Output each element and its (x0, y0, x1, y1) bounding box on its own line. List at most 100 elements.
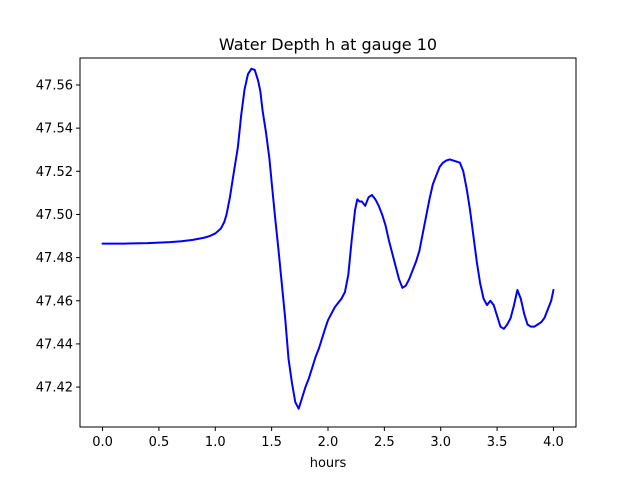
series-data-point (547, 308, 549, 311)
series-data-point (401, 287, 404, 289)
series-data-point (499, 325, 502, 328)
series-data-point (418, 250, 421, 252)
series-data-point (340, 297, 343, 300)
series-data-point (291, 381, 293, 384)
series-data-point (297, 407, 300, 410)
series-data-point (208, 235, 211, 237)
series-data-point (327, 319, 329, 321)
series-data-point (229, 196, 231, 198)
series-data-point (479, 282, 481, 285)
series-data-point (425, 215, 427, 218)
series-data-point (455, 160, 458, 163)
series-data-point (367, 196, 370, 198)
series-data-point (438, 166, 441, 168)
series-data-point (435, 174, 438, 177)
series-data-point (492, 304, 495, 306)
series-data-point (381, 213, 383, 216)
series-data-point (486, 304, 488, 306)
x-axis-label: hours (310, 456, 347, 471)
series-data-point (540, 321, 542, 324)
y-tick-label: 47.50 (36, 208, 73, 223)
series-data-point (232, 174, 235, 177)
series-data-point (482, 297, 485, 300)
series-data-point (465, 187, 468, 190)
series-data-point (280, 282, 283, 285)
series-data-point (371, 194, 373, 196)
series-data-point (513, 304, 515, 306)
series-data-point (384, 224, 387, 227)
series-data-point (411, 269, 414, 272)
series-data-point (203, 236, 205, 239)
series-data-point (452, 159, 454, 162)
series-data-point (347, 274, 350, 276)
series-data-point (358, 200, 361, 203)
series-data-point (533, 325, 536, 328)
y-tick-label: 47.44 (36, 337, 73, 352)
series-data-point (220, 227, 222, 230)
series-data-point (337, 302, 339, 304)
series-data-point (318, 347, 320, 350)
series-data-point (526, 323, 529, 326)
series-data-point (321, 336, 324, 339)
series-data-point (550, 299, 552, 302)
series-data-point (277, 248, 280, 250)
series-data-point (472, 235, 475, 237)
y-tick-label: 47.56 (36, 78, 73, 93)
series-data-point (354, 209, 356, 211)
series-data-point (180, 240, 183, 243)
series-data-point (523, 312, 525, 315)
series-data-point (101, 242, 104, 245)
series-data-point (350, 239, 353, 242)
series-data-point (270, 181, 273, 183)
series-data-point (530, 325, 532, 328)
series-data-point (391, 252, 394, 255)
series-data-point (243, 88, 246, 91)
series-data-point (311, 366, 314, 369)
series-data-point (308, 377, 310, 380)
y-tick-label: 47.48 (36, 251, 73, 266)
series-data-point (503, 328, 505, 330)
x-tick-label: 2.5 (374, 435, 395, 450)
y-tick-label: 47.46 (36, 294, 73, 309)
series-data-point (274, 215, 276, 218)
x-tick-label: 3.0 (430, 435, 451, 450)
series-data-point (294, 401, 297, 403)
y-axis: 47.42 47.44 47.46 47.48 47.50 47.52 47.54 47.56 (36, 78, 80, 396)
series-data-point (428, 198, 431, 201)
series-data-point (506, 323, 509, 326)
series-data-point (333, 306, 336, 309)
series-data-point (324, 325, 327, 328)
series-data-point (398, 278, 400, 280)
series-data-point (344, 291, 346, 293)
series-data-point (489, 299, 492, 302)
series-data-point (543, 317, 546, 319)
x-tick-label: 4.0 (543, 435, 564, 450)
series-data-point (284, 317, 286, 319)
series-data-point (442, 161, 444, 164)
series-data-point (519, 297, 522, 300)
series-data-point (448, 158, 451, 161)
x-tick-label: 3.5 (487, 435, 508, 450)
series-data-point (496, 315, 498, 317)
series-data-point (432, 183, 434, 186)
series-data-point (364, 205, 367, 207)
series-data-point (394, 265, 397, 268)
series-data-point (247, 73, 249, 75)
x-axis: 0.0 0.5 1.0 1.5 2.0 2.5 3.0 3.5 4.0 (92, 427, 564, 450)
series-data-point (223, 221, 226, 223)
series-data-point (388, 239, 390, 242)
series-data-point (509, 317, 512, 319)
series-data-point (536, 323, 539, 326)
series-data-point (301, 397, 303, 399)
y-tick-label: 47.42 (36, 381, 73, 396)
series-data-point (462, 170, 465, 173)
series-data-point (304, 386, 307, 388)
series-data-point (237, 146, 239, 149)
series-data-point (240, 114, 242, 116)
series-data-point (552, 289, 555, 291)
series-data-point (356, 198, 359, 201)
series-data-point (516, 289, 519, 291)
series-data-point (261, 110, 264, 112)
series-data-point (250, 67, 253, 70)
